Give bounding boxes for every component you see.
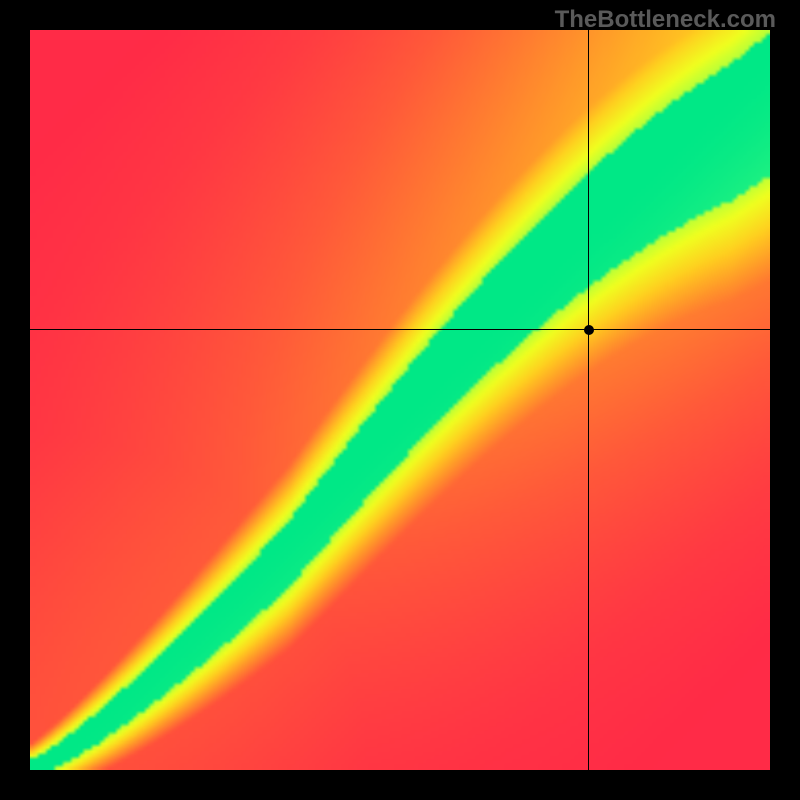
crosshair-vertical bbox=[588, 30, 589, 770]
crosshair-horizontal bbox=[30, 329, 770, 330]
watermark-text: TheBottleneck.com bbox=[555, 6, 776, 34]
bottleneck-heatmap bbox=[30, 30, 770, 770]
chart-container: TheBottleneck.com bbox=[0, 0, 800, 800]
crosshair-marker bbox=[584, 325, 594, 335]
